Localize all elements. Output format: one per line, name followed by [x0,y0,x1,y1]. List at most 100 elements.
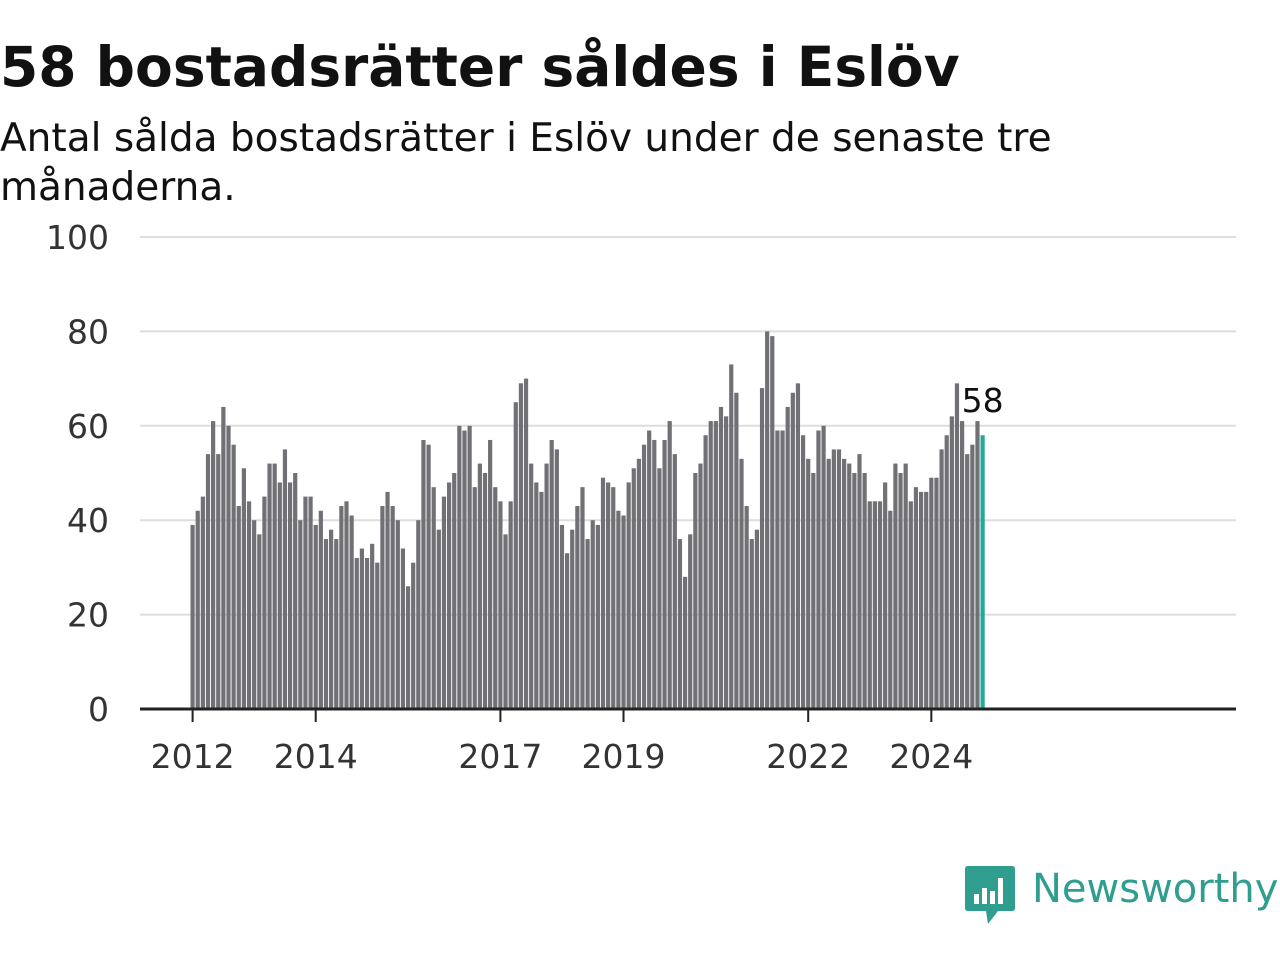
bar [411,562,416,709]
bar [400,548,406,709]
bar [380,506,385,709]
bar [508,501,513,709]
bar [903,463,908,709]
y-tick-label: 60 [67,407,109,446]
bar [800,435,806,709]
bar [780,430,785,709]
bar [570,529,575,709]
bar [277,482,282,709]
bar [462,430,467,709]
bar [816,430,821,709]
bar [893,463,898,709]
bar [364,557,370,709]
bar [811,473,816,709]
bar [631,468,636,709]
bar-chart: 0 20 40 60 80 100 2012 2014 2017 2019 2022 2024 58 [46,218,1236,776]
bar [282,449,288,709]
bar [329,529,334,709]
bar [375,562,380,709]
bar [888,510,893,709]
bar [564,553,570,709]
bar [488,439,493,709]
bar [585,539,590,709]
y-tick-label: 80 [67,312,109,351]
y-tick-label: 40 [67,501,109,540]
bar [447,482,452,709]
bar [918,491,924,709]
y-tick-label: 20 [67,596,109,635]
y-axis-ticks: 0 20 40 60 80 100 [46,218,109,729]
bar [334,539,339,709]
bar [344,501,349,709]
bar [929,477,934,709]
bar [662,439,667,709]
bar [611,487,616,709]
bar [765,331,770,709]
bar [744,506,749,709]
bar [472,487,477,709]
bar [370,543,375,709]
bar [287,482,293,709]
bar [734,392,739,709]
bar [205,454,211,709]
bar [246,501,252,709]
bar [693,473,698,709]
bar [580,487,585,709]
bar [236,506,241,709]
bar [452,473,457,709]
bar [795,383,801,709]
bar [467,425,472,709]
brand-name: Newsworthy [1032,866,1279,912]
bar [323,539,329,709]
newsworthy-chart-icon [965,866,1015,924]
bar [970,444,975,709]
bar [898,473,903,709]
data-labels: 58 [962,381,1004,420]
bar [862,473,867,709]
latest-value-label: 58 [962,381,1004,420]
bar [944,435,949,709]
bar [924,491,929,709]
bar [529,463,534,709]
bar [257,534,262,709]
bar [852,473,857,709]
bar [303,496,308,709]
bar [590,520,595,709]
bar [688,534,693,709]
x-tick-label: 2017 [458,737,542,776]
x-tick-label: 2012 [151,737,235,776]
newsworthy-logo: Newsworthy [964,862,1280,926]
bar [477,463,482,709]
bar [616,510,621,709]
highlighted-bar [980,435,985,709]
bar [252,520,257,709]
bar [606,482,611,709]
bar [339,506,344,709]
bar [913,487,919,709]
bar [262,496,267,709]
bar [308,496,313,709]
bar [549,439,554,709]
bar [677,539,683,709]
bar [436,529,441,709]
bar [405,586,411,709]
bar [965,454,970,709]
bar [698,463,703,709]
bar [672,454,677,709]
bar [954,383,960,709]
y-tick-label: 0 [88,690,109,729]
bar [441,496,447,709]
bar [790,392,795,709]
bar [395,520,400,709]
x-axis-ticks: 2012 2014 2017 2019 2022 2024 [151,709,973,776]
bar [523,378,529,709]
bar [221,406,226,709]
bar [821,425,826,709]
bar [513,402,518,709]
bar [708,421,713,709]
bar [739,458,744,709]
bar [267,463,272,709]
bar [216,454,221,709]
bar [539,491,544,709]
bar [211,421,216,709]
